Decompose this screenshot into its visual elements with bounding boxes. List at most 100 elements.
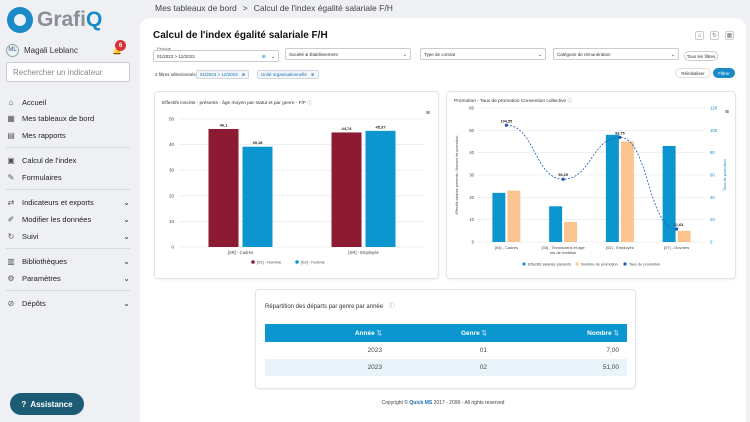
page-title: Calcul de l'index égalité salariale F/H bbox=[153, 30, 328, 41]
search-input[interactable]: Rechercher un indicateur bbox=[6, 62, 130, 82]
sort-icon: ⇅ bbox=[481, 330, 487, 337]
follow-icon: ↻ bbox=[7, 231, 15, 241]
chevron-down-icon: ⌄ bbox=[123, 273, 130, 283]
line-series bbox=[506, 124, 677, 230]
legend-marker bbox=[522, 262, 526, 266]
chart-effectifs: 0 10 20 30 40 50 46,1 39,18 [SR] - Cadres 44,74 45… bbox=[169, 117, 425, 265]
assistance-button[interactable]: ? Assistance bbox=[10, 393, 84, 415]
home-icon: ⌂ bbox=[8, 97, 14, 107]
line-point bbox=[618, 135, 622, 139]
filter-chip-periode[interactable]: 01/2023 > 12/2023 ⊗ bbox=[196, 70, 250, 79]
x-tick-label: [SR] - Cadres bbox=[228, 250, 253, 255]
y-tick-label: 40 bbox=[169, 142, 175, 147]
y-tick-label: 10 bbox=[169, 219, 175, 224]
x-tick-label: [SR] - Employés bbox=[348, 250, 378, 255]
refresh-icon[interactable]: ↻ bbox=[710, 31, 719, 40]
nav-item-calcul[interactable]: ▣ Calcul de l'index bbox=[7, 155, 77, 165]
reset-button[interactable]: Réinitialiser bbox=[675, 68, 711, 78]
nav-divider bbox=[6, 290, 130, 291]
user-profile[interactable]: ML Magali Leblanc 🔔 6 bbox=[6, 40, 130, 57]
help-icon: ? bbox=[21, 399, 27, 409]
legend-label: Effectifs salariés présents bbox=[528, 263, 571, 267]
bell-icon[interactable]: 🔔 bbox=[112, 46, 122, 55]
bar bbox=[605, 134, 619, 242]
nav-item-indicateurs[interactable]: ⇄ Indicateurs et exports ⌄ bbox=[7, 197, 130, 207]
logo-mark-icon bbox=[7, 7, 33, 33]
logo[interactable]: GrafiQ bbox=[7, 7, 102, 33]
breadcrumb-current: Calcul de l'index égalité salariale F/H bbox=[253, 3, 393, 13]
y-tick-label: 30 bbox=[469, 173, 474, 178]
nav-item-formulaires[interactable]: ✎ Formulaires bbox=[7, 172, 62, 182]
breadcrumb: Mes tableaux de bord > Calcul de l'index… bbox=[155, 3, 393, 13]
chart-menu-icon[interactable]: ≡ bbox=[425, 110, 430, 117]
bar bbox=[564, 221, 578, 242]
dashboard-icon: ▦ bbox=[7, 113, 15, 123]
bar bbox=[208, 128, 239, 247]
departs-table-card: Répartition des départs par genre par an… bbox=[255, 289, 636, 389]
x-tick-label: [07] - Ouvriers bbox=[664, 245, 689, 250]
report-icon: ▤ bbox=[7, 130, 15, 140]
chart-title: Effectifs inscrits - présents - âge moye… bbox=[162, 101, 313, 106]
filter-button[interactable]: Filtrer bbox=[713, 68, 735, 78]
chevron-down-icon: ⌄ bbox=[123, 231, 130, 241]
nav-item-modifier[interactable]: ✐ Modifier les données ⌄ bbox=[7, 214, 130, 224]
logo-text: GrafiQ bbox=[37, 8, 103, 31]
x-tick-label: [04] - Cadres bbox=[495, 245, 518, 250]
nav-divider bbox=[6, 189, 130, 190]
nav-item-depots[interactable]: ⊘ Dépôts ⌄ bbox=[7, 298, 130, 308]
selected-filters-count: 2 filtres sélectionnés : bbox=[155, 72, 199, 77]
chevron-down-icon: ⌄ bbox=[123, 197, 130, 207]
nav-item-bibliotheques[interactable]: ▥ Bibliothèques ⌄ bbox=[7, 256, 130, 266]
nav-item-rapports[interactable]: ▤ Mes rapports bbox=[7, 130, 66, 140]
legend-label: [01] - Homme bbox=[257, 260, 282, 265]
column-header-annee[interactable]: Année ⇅ bbox=[265, 324, 390, 342]
filter-chip-unite[interactable]: Unité organisationnelle ⊗ bbox=[257, 70, 319, 79]
grid-icon[interactable]: ▦ bbox=[725, 31, 734, 40]
bar bbox=[331, 132, 362, 247]
chart-menu-icon[interactable]: ≡ bbox=[724, 109, 729, 116]
home-icon[interactable]: ⌂ bbox=[695, 31, 704, 40]
y-axis-label: Effectifs salariés présents / Nombre de … bbox=[455, 136, 459, 215]
y2-tick-label: 120 bbox=[710, 106, 718, 111]
notification-badge: 6 bbox=[115, 40, 126, 51]
departs-table: Année ⇅ Genre ⇅ Nombre ⇅ 2023 01 7,00 2023… bbox=[265, 324, 627, 376]
nav-item-accueil[interactable]: ⌂ Accueil bbox=[6, 95, 130, 109]
chevron-down-icon: ⌄ bbox=[537, 52, 542, 58]
bar bbox=[507, 190, 521, 242]
nav-item-suivi[interactable]: ↻ Suivi ⌄ bbox=[7, 231, 130, 241]
bar bbox=[662, 145, 676, 242]
nav-item-parametres[interactable]: ⚙ Paramètres ⌄ bbox=[7, 273, 130, 283]
footer-brand-link[interactable]: Quick MS bbox=[409, 400, 433, 406]
bar bbox=[492, 192, 506, 242]
societe-select[interactable]: Société & Établissement ⌄ bbox=[285, 48, 411, 60]
nav-item-tableaux[interactable]: ▦ Mes tableaux de bord bbox=[7, 113, 95, 123]
categorie-select[interactable]: Catégorie de rémunération ⌄ bbox=[553, 48, 679, 60]
sidebar: GrafiQ ML Magali Leblanc 🔔 6 Rechercher … bbox=[0, 0, 140, 422]
bar bbox=[620, 141, 634, 242]
close-icon[interactable]: ⊗ bbox=[241, 71, 246, 77]
line-point bbox=[561, 177, 565, 181]
add-icon[interactable]: ⊕ bbox=[261, 54, 266, 60]
contrat-select[interactable]: Type de contrat ⌄ bbox=[420, 48, 546, 60]
form-icon: ✎ bbox=[7, 172, 15, 182]
settings-icon: ⚙ bbox=[7, 273, 15, 283]
chevron-down-icon: ⌄ bbox=[270, 54, 275, 60]
data-label: 104,55 bbox=[501, 119, 513, 123]
x-tick-label: [02] - Employés bbox=[606, 245, 634, 250]
table-cell: 2023 bbox=[367, 347, 382, 354]
y2-tick-label: 100 bbox=[710, 128, 718, 133]
column-header-genre[interactable]: Genre ⇅ bbox=[390, 324, 495, 342]
y-tick-label: 20 bbox=[469, 195, 474, 200]
bar bbox=[365, 130, 396, 247]
all-filters-button[interactable]: Tous les filtres bbox=[684, 51, 718, 61]
column-header-nombre[interactable]: Nombre ⇅ bbox=[495, 324, 627, 342]
breadcrumb-link[interactable]: Mes tableaux de bord bbox=[155, 3, 237, 13]
indicator-icon: ⇄ bbox=[7, 197, 15, 207]
period-field[interactable]: 01/2023 > 12/2023 ⊕ ⌄ bbox=[153, 50, 279, 62]
y2-tick-label: 60 bbox=[710, 173, 715, 178]
table-cell: 7,00 bbox=[606, 347, 619, 354]
avatar[interactable]: ML bbox=[6, 43, 19, 57]
close-icon[interactable]: ⊗ bbox=[310, 71, 315, 77]
data-label: 46,1 bbox=[220, 122, 229, 127]
library-icon: ▥ bbox=[7, 256, 15, 266]
